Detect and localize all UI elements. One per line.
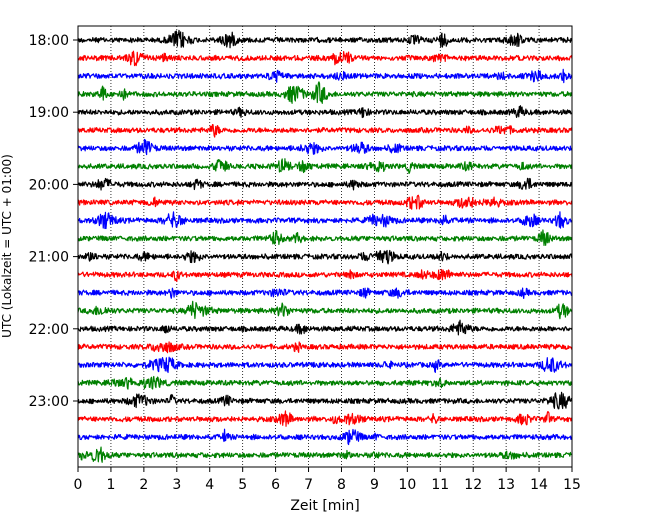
x-tick-label: 7 (304, 477, 313, 493)
y-tick-label: 19:00 (29, 105, 69, 121)
trace-1845 (77, 81, 573, 104)
trace-2215 (77, 341, 573, 354)
x-tick-label: 11 (431, 477, 449, 493)
x-tick-label: 12 (464, 477, 482, 493)
x-tick-label: 8 (337, 477, 346, 493)
x-tick-label: 9 (370, 477, 379, 493)
y-tick-label: 22:00 (29, 322, 69, 338)
y-axis-label: UTC (Lokalzeit = UTC + 01:00) (0, 154, 14, 338)
x-axis-label: Zeit [min] (290, 498, 359, 514)
trace-2200 (77, 319, 573, 336)
trace-2145 (77, 300, 573, 320)
trace-2130 (77, 287, 573, 300)
trace-2000 (77, 177, 573, 191)
trace-1930 (77, 138, 573, 156)
y-tick-label: 23:00 (29, 394, 69, 410)
x-tick-label: 3 (172, 477, 181, 493)
x-tick-label: 5 (238, 477, 247, 493)
trace-1815 (77, 50, 573, 67)
x-tick-label: 13 (497, 477, 515, 493)
trace-2045 (77, 229, 573, 247)
trace-2330 (77, 428, 573, 446)
x-tick-label: 14 (530, 477, 548, 493)
trace-2230 (77, 356, 573, 374)
x-tick-label: 0 (74, 477, 83, 493)
trace-2345 (77, 446, 573, 463)
x-tick-label: 2 (139, 477, 148, 493)
x-tick-label: 10 (398, 477, 416, 493)
x-tick-label: 6 (271, 477, 280, 493)
x-tick-label: 15 (563, 477, 581, 493)
trace-1900 (77, 105, 573, 119)
x-axis-ticks: 0 1 2 3 4 5 6 7 8 9 10 11 12 13 14 15 (74, 467, 581, 493)
trace-1945 (77, 158, 573, 175)
y-tick-label: 21:00 (29, 250, 69, 266)
x-tick-label: 4 (205, 477, 214, 493)
trace-2300 (77, 391, 573, 410)
trace-2030 (77, 211, 573, 230)
trace-2315 (77, 410, 573, 427)
trace-1830 (77, 68, 573, 84)
y-tick-label: 18:00 (29, 33, 69, 49)
trace-1800 (77, 29, 573, 49)
plot-frame (77, 25, 573, 468)
trace-2100 (77, 249, 573, 265)
y-axis-ticks: 18:00 19:00 20:00 21:00 22:00 23:00 (29, 33, 78, 410)
trace-2245 (77, 375, 573, 390)
trace-lines (77, 29, 573, 463)
y-tick-label: 20:00 (29, 177, 69, 193)
trace-2015 (77, 194, 573, 210)
trace-2115 (77, 268, 573, 282)
trace-1915 (77, 124, 573, 138)
x-tick-label: 1 (106, 477, 115, 493)
